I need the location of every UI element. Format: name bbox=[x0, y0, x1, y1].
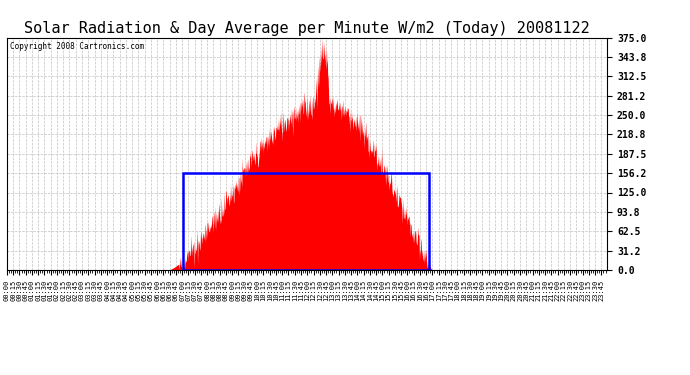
Text: Copyright 2008 Cartronics.com: Copyright 2008 Cartronics.com bbox=[10, 42, 144, 51]
Title: Solar Radiation & Day Average per Minute W/m2 (Today) 20081122: Solar Radiation & Day Average per Minute… bbox=[24, 21, 590, 36]
Bar bbox=[183, 173, 428, 270]
